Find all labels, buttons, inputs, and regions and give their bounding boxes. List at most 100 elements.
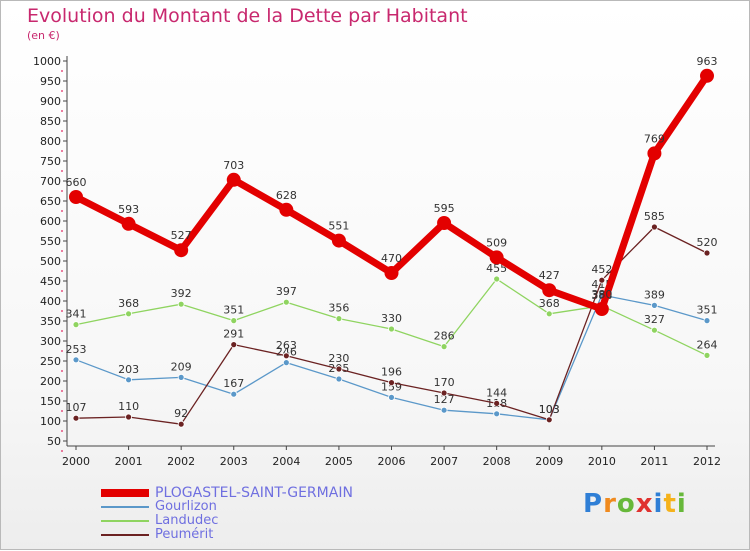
x-tick-label: 2006 xyxy=(378,455,406,468)
y-tick-label: 450 xyxy=(40,275,61,288)
data-point xyxy=(384,266,399,280)
y-tick-label: 750 xyxy=(40,155,61,168)
legend-item-plogastel: PLOGASTEL-SAINT-GERMAIN xyxy=(101,486,353,500)
data-label: 551 xyxy=(328,220,349,233)
y-tick-label: 950 xyxy=(40,75,61,88)
data-label: 660 xyxy=(66,176,87,189)
data-point xyxy=(72,356,80,364)
chart-title: Evolution du Montant de la Dette par Hab… xyxy=(27,5,468,27)
y-tick-label: 700 xyxy=(40,175,61,188)
data-point xyxy=(489,250,504,265)
data-point xyxy=(177,373,185,381)
data-label: 330 xyxy=(381,312,402,325)
data-point xyxy=(335,375,343,383)
data-label: 209 xyxy=(171,360,192,373)
x-tick-label: 2003 xyxy=(220,455,248,468)
y-tick-label: 900 xyxy=(40,95,61,108)
x-tick-label: 2001 xyxy=(115,455,143,468)
data-point xyxy=(545,310,553,318)
data-label: 368 xyxy=(539,297,560,310)
data-label: 196 xyxy=(381,366,402,379)
y-tick-label: 100 xyxy=(40,415,61,428)
data-point xyxy=(177,300,185,308)
data-label: 92 xyxy=(174,407,188,420)
data-label: 628 xyxy=(276,189,297,202)
data-label: 769 xyxy=(644,132,665,145)
data-point xyxy=(282,298,290,306)
data-label: 170 xyxy=(434,376,455,389)
legend-item-gourlizon: Gourlizon xyxy=(101,500,353,514)
x-tick-label: 2002 xyxy=(167,455,195,468)
data-label: 110 xyxy=(118,400,139,413)
y-tick-label: 150 xyxy=(40,395,61,408)
x-tick-label: 2000 xyxy=(62,455,90,468)
data-label: 455 xyxy=(486,262,507,275)
data-point xyxy=(700,68,714,83)
data-label: 368 xyxy=(118,297,139,310)
data-point xyxy=(125,376,132,384)
y-tick-label: 250 xyxy=(40,355,61,368)
y-tick-label: 650 xyxy=(40,195,61,208)
data-label: 356 xyxy=(328,302,349,315)
data-label: 593 xyxy=(118,203,139,216)
data-point xyxy=(598,276,606,284)
data-label: 470 xyxy=(381,252,402,265)
data-point xyxy=(282,359,290,367)
y-tick-label: 850 xyxy=(40,115,61,128)
data-label: 963 xyxy=(697,55,718,68)
x-tick-label: 2010 xyxy=(588,455,616,468)
data-point xyxy=(493,275,501,283)
data-point xyxy=(703,317,711,325)
logo-letter: x xyxy=(635,489,654,519)
legend-swatch-landudec xyxy=(101,520,149,522)
data-label: 263 xyxy=(276,339,297,352)
y-tick-label: 400 xyxy=(40,295,61,308)
data-label: 107 xyxy=(66,401,87,414)
data-point xyxy=(703,249,711,257)
y-tick-label: 350 xyxy=(40,315,61,328)
data-point xyxy=(542,283,557,298)
legend-swatch-peumerit xyxy=(101,534,149,536)
data-point xyxy=(125,413,132,421)
legend-item-peumerit: Peumérit xyxy=(101,528,353,542)
data-label: 291 xyxy=(223,328,244,341)
chart-subtitle: (en €) xyxy=(27,29,60,42)
data-label: 595 xyxy=(434,202,455,215)
data-point xyxy=(69,190,83,204)
data-label: 452 xyxy=(591,263,612,276)
data-label: 341 xyxy=(66,308,87,321)
chart-legend: PLOGASTEL-SAINT-GERMAIN Gourlizon Landud… xyxy=(101,486,353,542)
data-point xyxy=(125,310,132,318)
data-point xyxy=(437,216,452,230)
data-point xyxy=(493,399,501,407)
x-tick-label: 2004 xyxy=(272,455,300,468)
logo-letter: P xyxy=(583,489,604,519)
data-label: 264 xyxy=(697,338,718,351)
logo-letter: i xyxy=(653,489,664,519)
logo-letter: i xyxy=(676,489,687,519)
y-tick-label: 300 xyxy=(40,335,61,348)
data-point xyxy=(647,146,662,161)
data-point xyxy=(440,406,448,414)
data-label: 230 xyxy=(328,352,349,365)
data-label: 167 xyxy=(223,377,244,390)
data-label: 389 xyxy=(644,288,665,301)
legend-label-gourlizon: Gourlizon xyxy=(155,499,217,514)
legend-label-peumerit: Peumérit xyxy=(155,527,214,542)
data-point xyxy=(440,389,448,397)
y-tick-label: 500 xyxy=(40,255,61,268)
data-point xyxy=(335,315,343,323)
data-point xyxy=(651,223,658,231)
data-point xyxy=(279,202,294,217)
data-label: 380 xyxy=(591,288,612,301)
data-label: 509 xyxy=(486,236,507,249)
data-label: 392 xyxy=(171,287,192,300)
data-label: 127 xyxy=(434,393,455,406)
legend-item-landudec: Landudec xyxy=(101,514,353,528)
data-point xyxy=(388,379,395,387)
data-label: 520 xyxy=(697,236,718,249)
y-tick-label: 800 xyxy=(40,135,61,148)
data-point xyxy=(174,243,189,258)
